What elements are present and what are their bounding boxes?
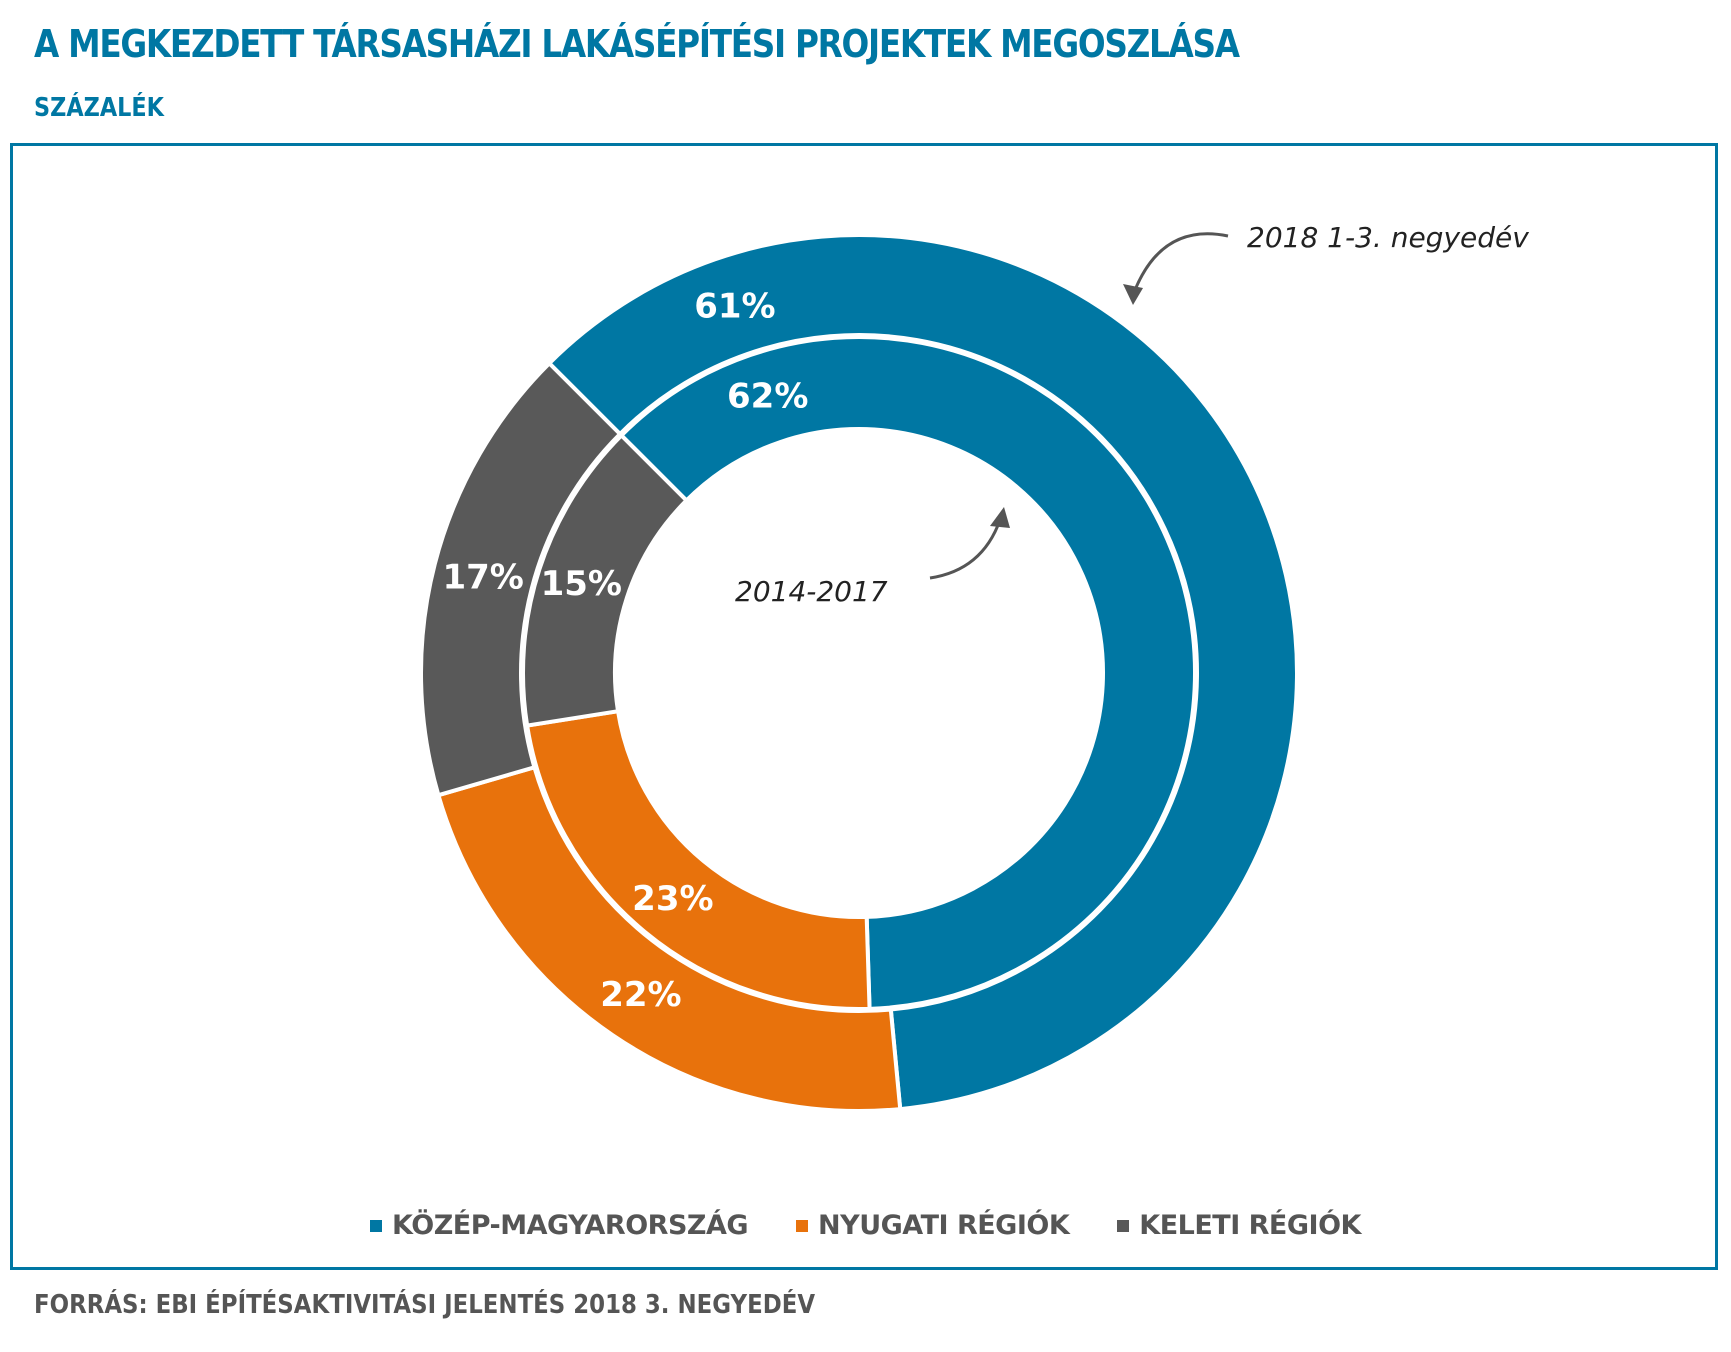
legend-label: NYUGATI RÉGIÓK (818, 1210, 1070, 1241)
chart-subtitle: SZÁZALÉK (34, 93, 164, 123)
outer-annotation-arrow (1131, 232, 1229, 296)
inner-slice-kozep (618, 335, 1198, 1011)
legend-item-keleti: KELETI RÉGIÓK (1117, 1210, 1361, 1241)
legend-item-kozep: KÖZÉP-MAGYARORSZÁG (370, 1210, 749, 1241)
chart-frame (10, 143, 1718, 1270)
inner-annotation-text: 2014-2017 (735, 575, 888, 608)
legend-label: KELETI RÉGIÓK (1139, 1210, 1361, 1241)
inner-ring (521, 335, 1198, 1011)
legend: KÖZÉP-MAGYARORSZÁG NYUGATI RÉGIÓK KELETI… (0, 1210, 1731, 1241)
outer-annotation-arrowhead (1123, 284, 1143, 305)
inner-label-nyugati: 23% (632, 879, 713, 919)
legend-item-nyugati: NYUGATI RÉGIÓK (796, 1210, 1070, 1241)
outer-label-nyugati: 22% (600, 975, 681, 1015)
inner-annotation-arrow (929, 519, 1002, 580)
outer-label-keleti: 17% (442, 558, 523, 598)
inner-label-kozep: 62% (727, 377, 808, 417)
outer-annotation-text: 2018 1-3. negyedév (1247, 221, 1529, 254)
legend-label: KÖZÉP-MAGYARORSZÁG (392, 1210, 749, 1241)
outer-label-kozep: 61% (694, 286, 775, 326)
legend-swatch (370, 1219, 383, 1232)
inner-label-keleti: 15% (541, 564, 622, 604)
chart-title: A MEGKEZDETT TÁRSASHÁZI LAKÁSÉPÍTÉSI PRO… (34, 22, 1240, 66)
value-labels: 61% 22% 17% 62% 23% 15% (442, 286, 808, 1015)
legend-swatch (796, 1219, 809, 1232)
legend-swatch (1117, 1219, 1130, 1232)
source-note: FORRÁS: EBI ÉPÍTÉSAKTIVITÁSI JELENTÉS 20… (34, 1290, 816, 1320)
inner-annotation-arrowhead (990, 507, 1010, 528)
inner-slice-keleti (521, 432, 690, 728)
